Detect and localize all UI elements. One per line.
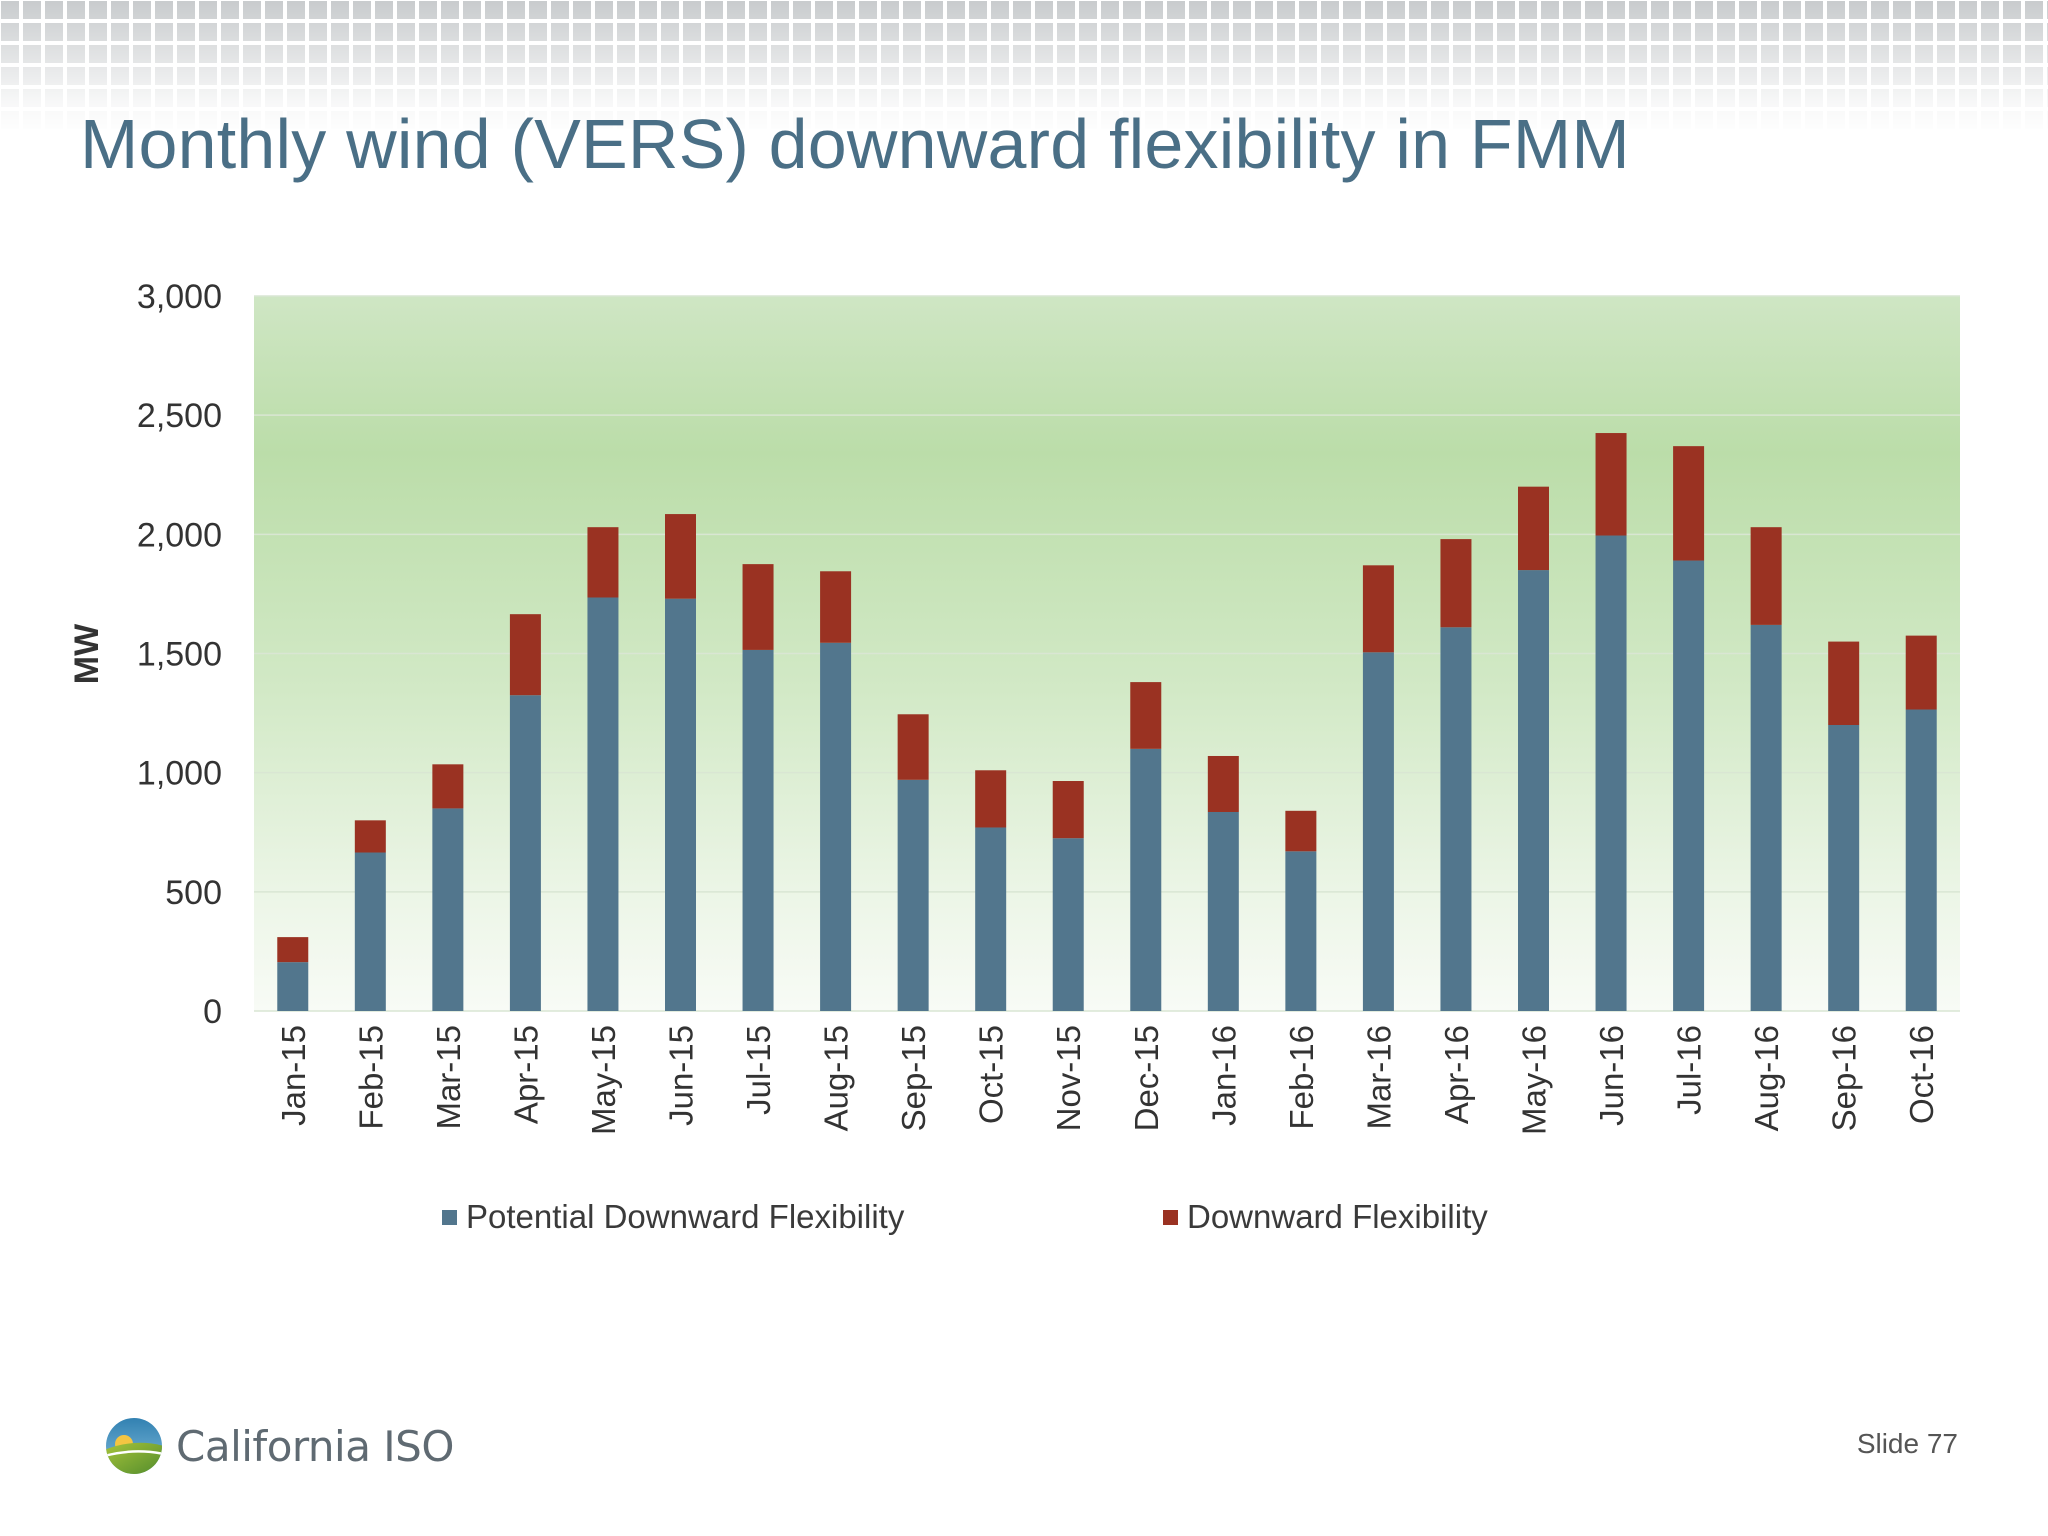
x-tick-label: Apr-16 xyxy=(1438,1025,1475,1124)
x-tick-label: May-15 xyxy=(585,1025,622,1135)
bar-potential-downward-flexibility xyxy=(587,597,619,1011)
x-tick-label: Jan-15 xyxy=(275,1025,312,1126)
bar-potential-downward-flexibility xyxy=(1362,652,1394,1011)
bar-downward-flexibility xyxy=(1518,486,1549,571)
bar-downward-flexibility xyxy=(665,514,696,599)
bar-downward-flexibility xyxy=(277,937,309,963)
bar-downward-flexibility xyxy=(1905,635,1937,710)
bar-potential-downward-flexibility xyxy=(897,779,929,1011)
slide-number: Slide 77 xyxy=(1856,1428,1958,1459)
bar-potential-downward-flexibility xyxy=(975,827,1007,1011)
bar-downward-flexibility xyxy=(975,770,1007,828)
x-tick-label: Nov-15 xyxy=(1050,1025,1087,1131)
x-tick-label: Sep-16 xyxy=(1826,1025,1863,1131)
bar-potential-downward-flexibility xyxy=(1052,838,1084,1011)
bar-potential-downward-flexibility xyxy=(742,649,774,1011)
bar-downward-flexibility xyxy=(354,820,386,853)
bar-downward-flexibility xyxy=(820,571,852,643)
bar-downward-flexibility xyxy=(509,614,541,696)
bar-downward-flexibility xyxy=(1673,446,1705,561)
logo-text: California ISO xyxy=(176,1421,454,1471)
x-tick-label: Apr-15 xyxy=(507,1025,544,1124)
slide-title: Monthly wind (VERS) downward flexibility… xyxy=(80,105,1630,183)
x-tick-label: Feb-15 xyxy=(352,1025,389,1130)
bar-downward-flexibility xyxy=(1207,755,1239,812)
y-tick-label: 2,000 xyxy=(137,516,222,554)
x-tick-label: Jul-16 xyxy=(1671,1025,1708,1115)
bar-downward-flexibility xyxy=(432,764,464,809)
bar-potential-downward-flexibility xyxy=(820,642,852,1011)
california-iso-logo: California ISO xyxy=(104,1416,454,1476)
bar-potential-downward-flexibility xyxy=(665,598,696,1011)
x-tick-label: Mar-16 xyxy=(1360,1025,1397,1130)
x-tick-label: Feb-16 xyxy=(1283,1025,1320,1130)
bar-downward-flexibility xyxy=(742,564,774,650)
x-tick-label: Jan-16 xyxy=(1205,1025,1242,1126)
legend: Potential Downward Flexibility Downward … xyxy=(0,1198,2048,1238)
x-tick-label: Aug-16 xyxy=(1748,1025,1785,1131)
y-tick-label: 1,500 xyxy=(137,636,222,674)
bar-potential-downward-flexibility xyxy=(1750,624,1782,1011)
bar-potential-downward-flexibility xyxy=(1828,725,1860,1011)
legend-label-potential: Potential Downward Flexibility xyxy=(466,1198,905,1235)
bar-potential-downward-flexibility xyxy=(277,962,309,1011)
california-iso-logo-icon xyxy=(106,1418,162,1474)
bar-potential-downward-flexibility xyxy=(432,808,464,1011)
y-tick-label: 2,500 xyxy=(137,397,222,435)
bar-downward-flexibility xyxy=(1285,810,1317,852)
y-tick-label: 1,000 xyxy=(137,755,222,793)
y-tick-label: 500 xyxy=(165,874,222,912)
x-tick-label: Sep-15 xyxy=(895,1025,932,1131)
header-pattern xyxy=(0,0,2048,135)
bar-downward-flexibility xyxy=(1052,781,1084,839)
bar-downward-flexibility xyxy=(1440,539,1472,628)
bar-potential-downward-flexibility xyxy=(1595,535,1627,1011)
bar-potential-downward-flexibility xyxy=(1905,709,1937,1011)
bar-downward-flexibility xyxy=(1828,641,1860,725)
x-tick-label: Jun-15 xyxy=(663,1025,700,1126)
bars xyxy=(277,433,1937,1011)
bar-potential-downward-flexibility xyxy=(1518,570,1549,1011)
x-axis-ticks: Jan-15 Feb-15 Mar-15 Apr-15 May-15 Jun-15 Jul-… xyxy=(275,1025,1940,1135)
bar-downward-flexibility xyxy=(897,714,929,780)
bar-downward-flexibility xyxy=(1595,433,1627,536)
x-tick-label: Dec-15 xyxy=(1128,1025,1165,1131)
bar-potential-downward-flexibility xyxy=(1673,560,1705,1011)
legend-swatch-potential xyxy=(442,1209,457,1225)
bar-potential-downward-flexibility xyxy=(1207,811,1239,1011)
y-tick-label: 3,000 xyxy=(137,278,222,316)
bar-potential-downward-flexibility xyxy=(354,852,386,1011)
y-axis-ticks: 0 500 1,000 1,500 2,000 2,500 3,000 xyxy=(137,278,222,1031)
bar-potential-downward-flexibility xyxy=(509,695,541,1011)
x-tick-label: May-16 xyxy=(1516,1025,1553,1135)
bar-potential-downward-flexibility xyxy=(1285,851,1317,1011)
x-tick-label: Oct-15 xyxy=(973,1025,1010,1124)
bar-downward-flexibility xyxy=(1130,682,1162,749)
bar-potential-downward-flexibility xyxy=(1130,748,1162,1011)
bar-downward-flexibility xyxy=(587,527,619,598)
bar-downward-flexibility xyxy=(1750,527,1782,625)
x-tick-label: Mar-15 xyxy=(430,1025,467,1130)
legend-item-potential: Potential Downward Flexibility xyxy=(442,1198,904,1236)
y-axis-label: MW xyxy=(68,623,106,684)
x-tick-label: Jul-15 xyxy=(740,1025,777,1115)
bar-potential-downward-flexibility xyxy=(1440,627,1472,1011)
bar-downward-flexibility xyxy=(1362,565,1394,653)
x-tick-label: Aug-15 xyxy=(818,1025,855,1131)
y-tick-label: 0 xyxy=(203,993,222,1031)
legend-label-downward: Downward Flexibility xyxy=(1187,1198,1488,1235)
legend-swatch-downward xyxy=(1163,1209,1178,1225)
x-tick-label: Oct-16 xyxy=(1903,1025,1940,1124)
legend-item-downward: Downward Flexibility xyxy=(1163,1198,1488,1236)
x-tick-label: Jun-16 xyxy=(1593,1025,1630,1126)
